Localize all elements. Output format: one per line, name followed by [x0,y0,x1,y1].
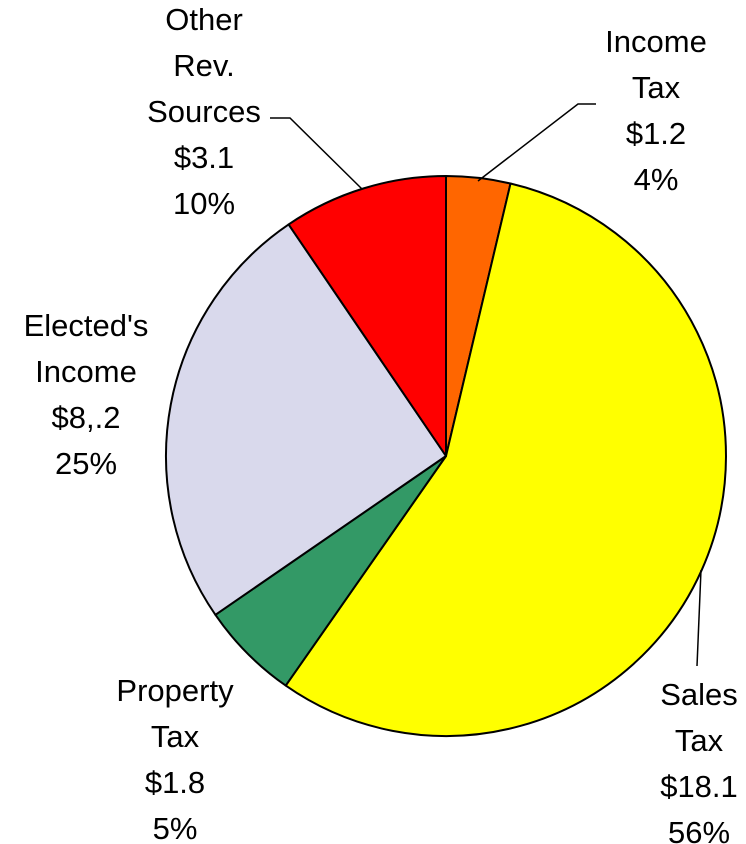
slice-label-name: Sources [147,94,261,129]
slice-label-percent: 25% [55,446,117,481]
slice-label-name: Income [605,24,707,59]
pie-slice-other-rev-sources [287,175,447,457]
slice-label-name: Rev. [173,48,234,83]
slice-label-percent: 4% [634,162,679,197]
slice-label-elected-s-income: Elected's Income $8,.2 25% [24,308,149,481]
slice-label-sales-tax: Sales Tax $18.1 56% [660,677,738,844]
slice-label-percent: 10% [173,186,235,221]
slice-label-amount: $8,.2 [52,400,121,435]
leader-line-income-tax [477,103,596,182]
slice-labels: Income Tax $1.2 4% Sales Tax $18.1 56% Property T… [24,2,738,844]
slice-label-other-rev-sources: Other Rev. Sources $3.1 10% [147,2,261,221]
slice-label-name: Tax [632,70,681,105]
slice-label-percent: 5% [153,811,198,844]
slice-label-amount: $1.8 [145,765,205,800]
slice-label-amount: $18.1 [660,769,738,804]
slice-label-percent: 56% [668,815,730,844]
slice-label-income-tax: Income Tax $1.2 4% [605,24,707,197]
slice-label-name: Elected's [24,308,149,343]
slice-label-name: Other [165,2,243,37]
leader-line-other-rev-sources [270,117,363,190]
pie-slice-elected-s-income [165,223,447,616]
leader-line-sales-tax [696,569,702,667]
slice-label-name: Income [35,354,137,389]
slice-label-amount: $3.1 [174,140,234,175]
slice-label-name: Tax [675,723,724,758]
slice-label-amount: $1.2 [626,116,686,151]
leader-lines [270,103,702,667]
pie-slices [165,175,727,737]
slice-label-name: Property [116,673,234,708]
slice-label-name: Sales [660,677,738,712]
slice-label-property-tax: Property Tax $1.8 5% [116,673,234,844]
slice-label-name: Tax [151,719,200,754]
